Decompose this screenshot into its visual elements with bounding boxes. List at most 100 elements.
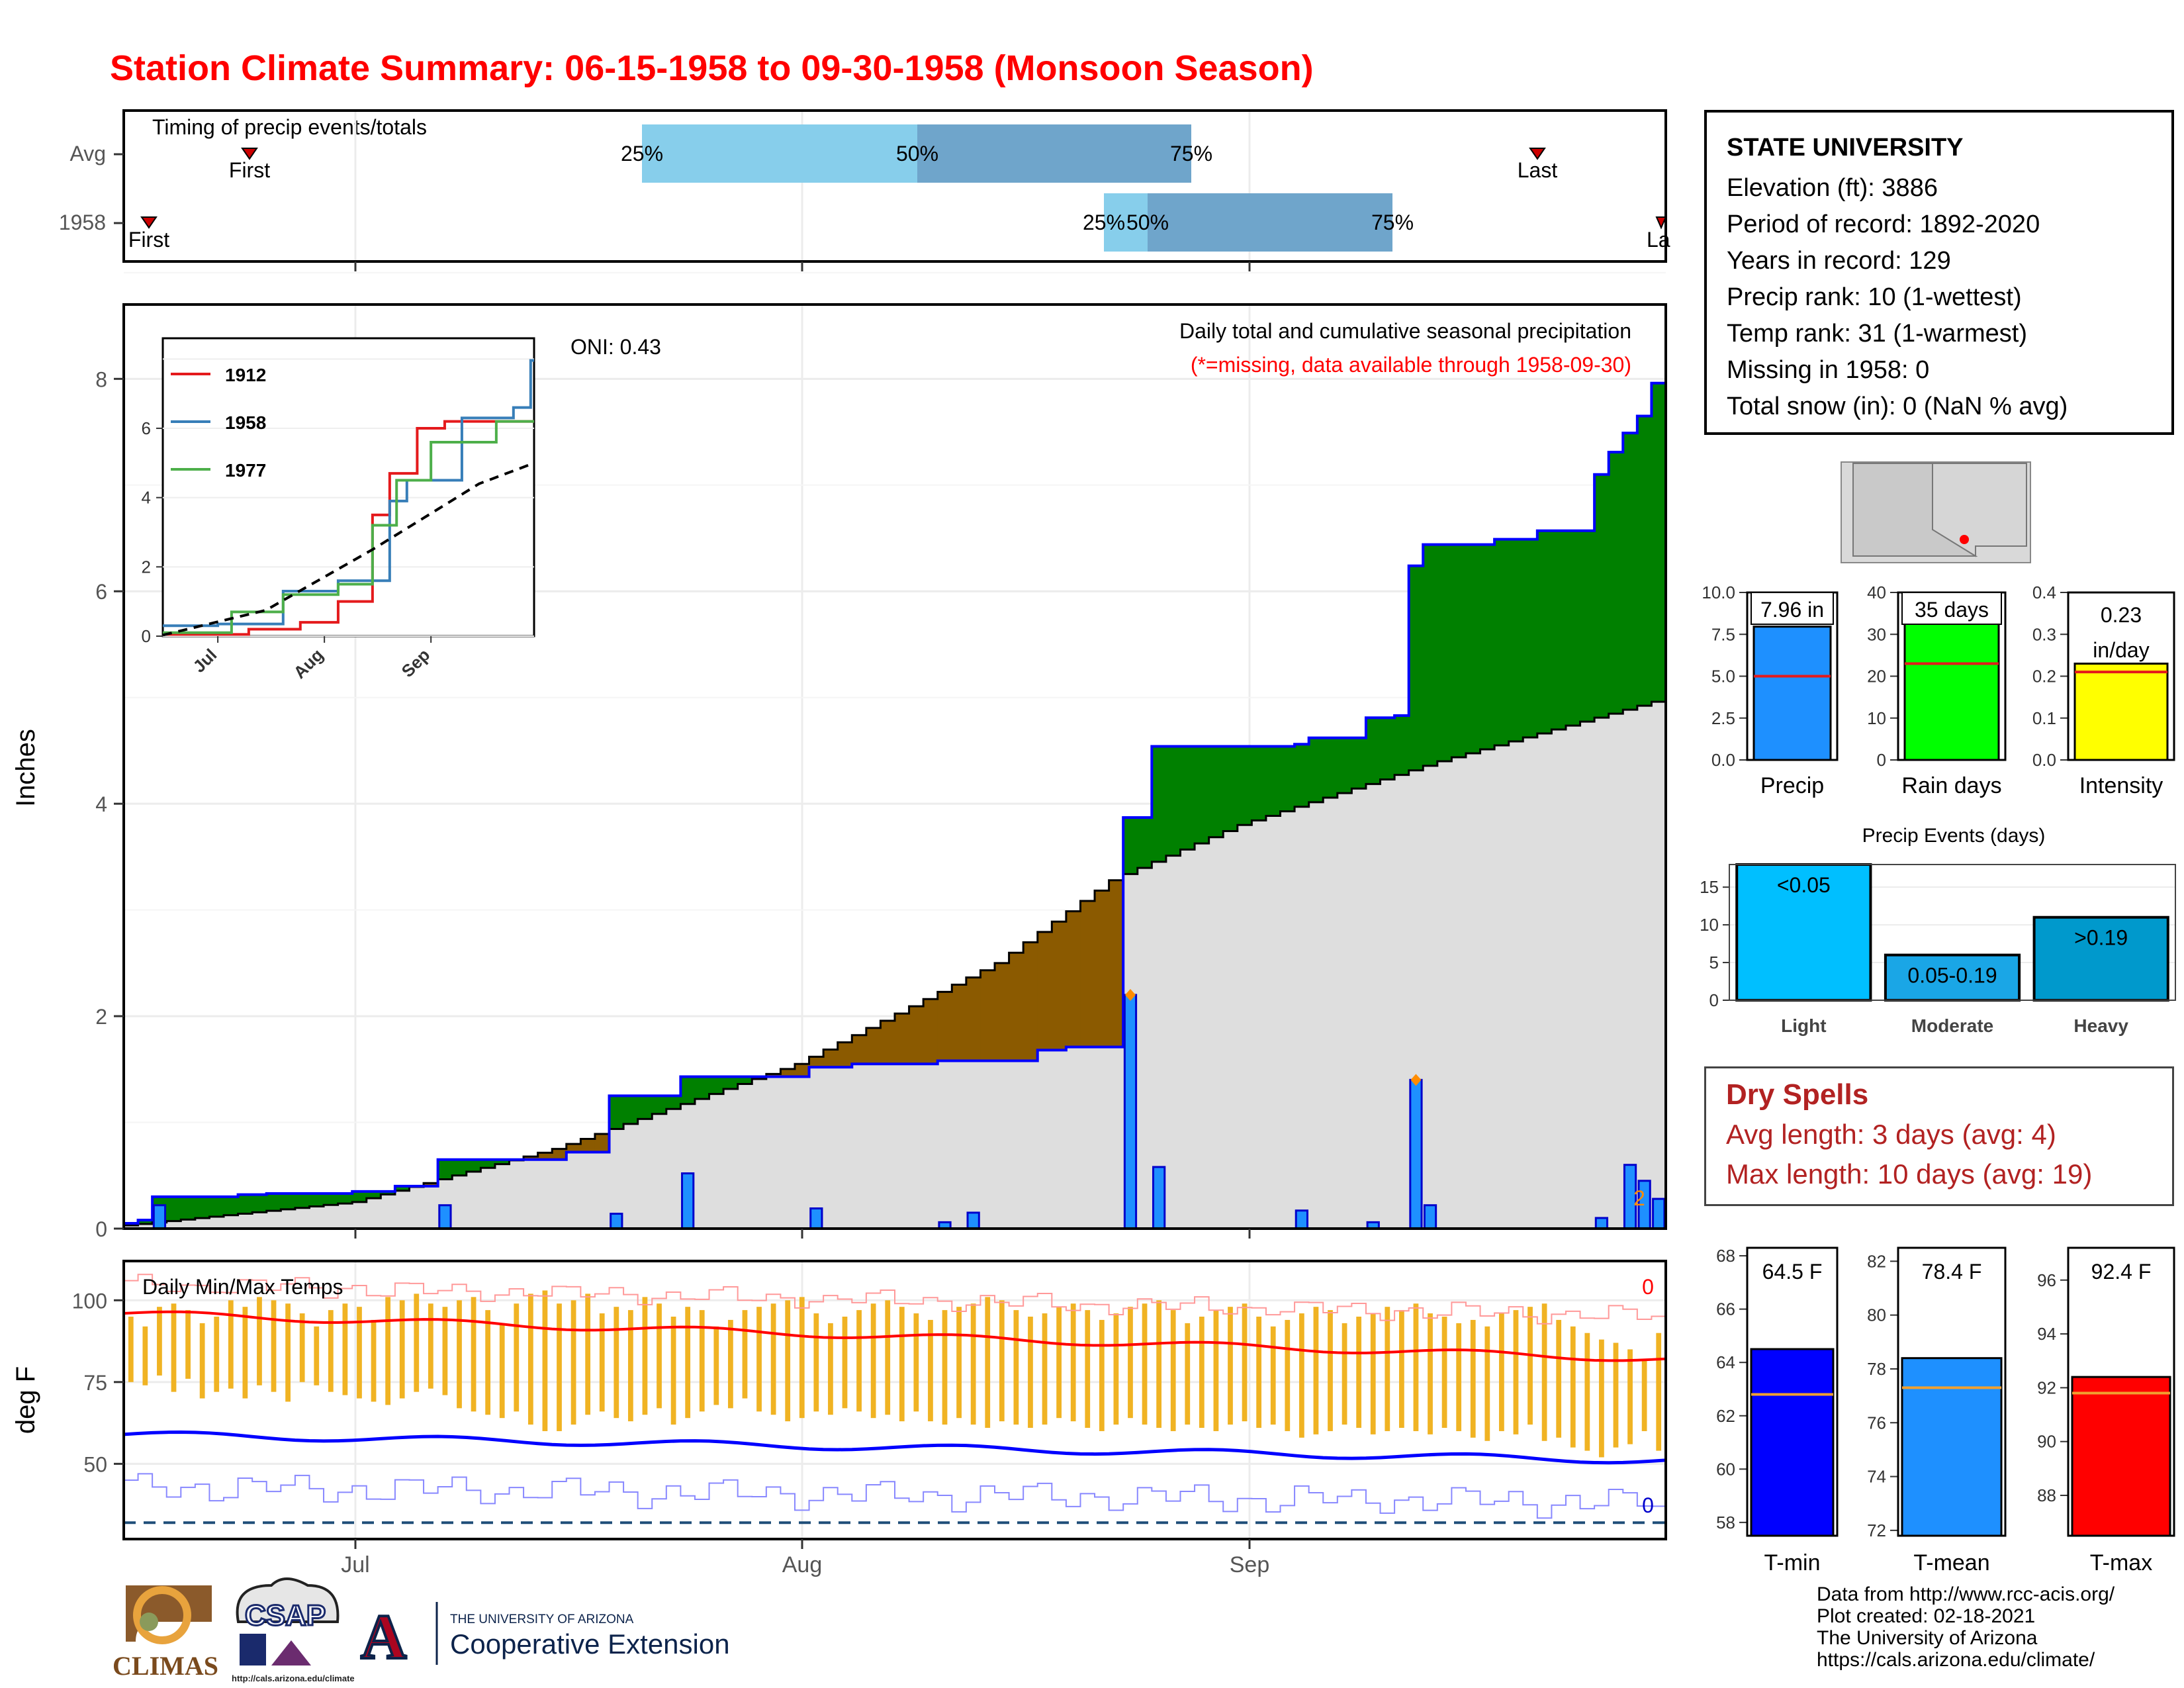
surplus-area-segment: [1608, 452, 1623, 714]
main-ytick: 6: [95, 580, 107, 604]
daily-temp-bar: [1099, 1319, 1105, 1431]
daily-temp-bar: [1070, 1303, 1076, 1422]
surplus-area-segment: [466, 1159, 481, 1172]
temp-bar-ytick: 68: [1716, 1246, 1735, 1266]
daily-temp-bar: [1042, 1313, 1048, 1425]
surplus-area-segment: [1223, 746, 1238, 831]
surplus-area-segment: [1423, 544, 1438, 766]
daily-temp-bar: [199, 1323, 205, 1399]
timing-1958-last: La: [1647, 228, 1670, 252]
deficit-area-segment: [552, 1149, 567, 1160]
daily-temp-bar: [1298, 1313, 1304, 1438]
daily-precip-bar: [1594, 1217, 1609, 1230]
mini-bar-value-precip: 7.96 in: [1760, 598, 1824, 622]
temp-bar-label-tmean: T-mean: [1913, 1550, 1989, 1575]
temps-ylabel: deg F: [11, 1366, 40, 1434]
temp-bar-value-tmin: 64.5 F: [1762, 1260, 1823, 1284]
climas-logo: CLIMAS: [113, 1585, 218, 1681]
temp-bar-ytick: 72: [1867, 1521, 1886, 1540]
deficit-area-segment: [780, 1068, 796, 1077]
daily-temp-bar: [614, 1307, 619, 1419]
location-map: [1841, 461, 2031, 563]
mini-bar-intensity: [2073, 663, 2169, 761]
deficit-area-segment: [809, 1056, 824, 1068]
daily-temp-bar: [785, 1300, 791, 1422]
daily-temp-bar: [1370, 1313, 1376, 1434]
avg-cumulative-line: [124, 700, 1666, 1227]
daily-temp-bar: [1256, 1317, 1262, 1428]
daily-temp-bar: [642, 1297, 648, 1415]
daily-temp-bar: [1599, 1339, 1604, 1458]
temps-ytick: 100: [72, 1289, 107, 1313]
daily-temp-bar: [1142, 1303, 1148, 1425]
timing-1958-last-marker: [1655, 216, 1667, 230]
deficit-area-segment: [1037, 931, 1052, 1051]
surplus-area-segment: [381, 1191, 396, 1195]
deficit-area-segment: [766, 1074, 782, 1077]
mini-bar-ytick: 0.3: [2032, 624, 2056, 644]
mini-bar-ytick: 0: [1877, 750, 1886, 770]
info-missing: Missing in 1958: 0: [1727, 356, 1930, 384]
daily-temp-bar: [314, 1326, 320, 1385]
main-subtitle: Daily total and cumulative seasonal prec…: [1179, 319, 1631, 343]
daily-temp-bar: [1398, 1310, 1404, 1428]
temp-bar-ytick: 94: [2037, 1324, 2056, 1344]
main-frame: [122, 303, 1667, 1230]
surplus-area-segment: [1137, 818, 1152, 868]
info-precip-rank: Precip rank: 10 (1-wettest): [1727, 283, 2022, 311]
surplus-area-segment: [366, 1191, 381, 1199]
daily-temp-bar: [1356, 1317, 1362, 1428]
deficit-area-segment: [937, 992, 952, 1061]
surplus-area-segment: [181, 1196, 196, 1220]
events-bar-label-light: <0.05: [1777, 873, 1831, 897]
info-elevation: Elevation (ft): 3886: [1727, 174, 1938, 202]
season-temps-bars: 58 60 62 64 66 68 64.5 F T-min 72 74 76 78 80 82 78.4 …: [1716, 1246, 2175, 1575]
deficit-area-segment: [909, 1006, 924, 1064]
surplus-area-segment: [1437, 544, 1452, 761]
timing-1958-late-half: [1148, 193, 1392, 252]
surplus-area-segment: [138, 1220, 153, 1224]
inset-line-avg: [162, 463, 531, 637]
mini-bar-label-precip: Precip: [1760, 773, 1824, 798]
events-title: Precip Events (days): [1862, 825, 2046, 847]
mini-bar-ytick: 5.0: [1711, 667, 1735, 686]
temps-panel: 50 75 100 Jul Aug Sep Daily Min/Max Temps 0 0…: [11, 1260, 1667, 1577]
mini-bar-value-intensity: 0.23: [2101, 603, 2142, 627]
temp-bar-ytick: 60: [1716, 1459, 1735, 1479]
daily-temp-bar: [1627, 1349, 1633, 1444]
daily-temp-bar: [1028, 1317, 1033, 1428]
mini-bar-precip: [1752, 626, 1832, 761]
mini-bar-ytick: 0.0: [1711, 750, 1735, 770]
deficit-area-segment: [424, 1183, 439, 1186]
daily-temp-bar: [1228, 1307, 1233, 1425]
surplus-area-segment: [623, 1096, 639, 1124]
events-xtick-heavy: Heavy: [2073, 1015, 2128, 1036]
daily-temp-bar: [399, 1300, 405, 1399]
daily-precip-bar: [809, 1207, 823, 1230]
daily-temp-bar: [913, 1313, 919, 1412]
precip-main-panel: 0 2 4 6 8 Inches ONI: 0.43 Daily total and c…: [11, 271, 1667, 1241]
daily-temp-bar: [214, 1317, 220, 1392]
surplus-area-segment: [723, 1076, 739, 1090]
daily-temp-bar: [1085, 1310, 1091, 1428]
info-temp-rank: Temp rank: 31 (1-warmest): [1727, 320, 2028, 348]
deficit-area-segment: [895, 1013, 910, 1064]
daily-temp-bar: [1556, 1319, 1562, 1438]
credit-university: The University of Arizona: [1817, 1627, 2038, 1649]
daily-temp-bar: [770, 1303, 776, 1415]
daily-temp-bar: [1641, 1359, 1647, 1431]
daily-temp-bar: [1513, 1310, 1519, 1434]
deficit-area-segment: [1023, 942, 1038, 1061]
surplus-area-segment: [1165, 746, 1181, 856]
timing-avg-last-marker: [1529, 148, 1546, 160]
daily-temp-bar: [728, 1319, 733, 1409]
mini-bar-ytick: 10: [1867, 708, 1886, 728]
daily-temp-bar: [542, 1290, 548, 1431]
timing-avg-early-half: [642, 124, 917, 183]
daily-temp-bar: [471, 1297, 477, 1412]
inset-legend: 1912 1958 1977: [171, 365, 266, 481]
surplus-area-segment: [1523, 539, 1538, 738]
surplus-area-segment: [1351, 737, 1367, 789]
surplus-area-segment: [1465, 544, 1481, 753]
daily-temp-bar: [713, 1326, 719, 1405]
